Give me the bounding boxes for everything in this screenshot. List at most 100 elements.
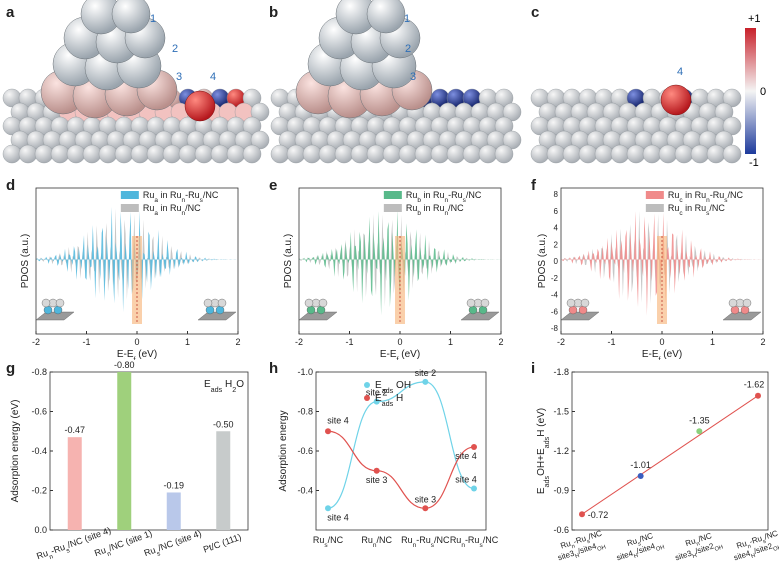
legend-swatch: [120, 191, 139, 199]
substrate-atom: [722, 116, 742, 136]
substrate-atom: [494, 88, 514, 108]
mini-atom: [580, 298, 590, 308]
colorbar: [745, 28, 756, 154]
y-axis-label: PDOS (a.u.): [283, 234, 294, 288]
substrate-atom: [350, 144, 370, 164]
mini-atom: [55, 298, 65, 308]
substrate-atom: [146, 144, 166, 164]
panel-label-a: a: [6, 4, 15, 21]
substrate-atom: [594, 144, 614, 164]
y-tick-label: -0.6: [553, 525, 569, 535]
substrate-atom: [250, 130, 270, 150]
legend-entry: Rua in Run-Rus/NC: [143, 190, 219, 204]
substrate-atom: [578, 144, 598, 164]
mini-atom: [728, 298, 738, 308]
legend-swatch: [120, 204, 139, 212]
x-tick-label: 2: [235, 337, 240, 347]
x-tick-label: 2: [498, 337, 503, 347]
y-tick-label: -0.8: [31, 367, 47, 377]
mini-atom: [43, 305, 53, 315]
substrate-atom: [242, 116, 262, 136]
legend-swatch: [645, 191, 664, 199]
y-tick-label: -8: [551, 324, 559, 333]
point-label: site 3: [415, 494, 437, 504]
y-tick-label: -1.2: [553, 446, 569, 456]
legend-marker: [364, 395, 370, 401]
mini-atom: [480, 298, 490, 308]
substrate-atom: [98, 144, 118, 164]
data-point: [637, 473, 644, 480]
point-label: site 4: [327, 415, 349, 425]
mini-atom: [473, 298, 483, 308]
substrate-atom: [334, 144, 354, 164]
y-tick-label: 8: [554, 190, 559, 199]
y-tick-label: -0.8: [297, 407, 313, 417]
data-point: [373, 467, 380, 474]
structure-row: 1 2 3 4 1 2 3 4 +1 0 -1: [2, 0, 766, 169]
x-tick-label: -1: [607, 337, 615, 347]
y-tick-label: 4: [554, 224, 559, 233]
substrate-atom: [162, 144, 182, 164]
substrate-atom: [502, 130, 522, 150]
y-axis-label: EadsOH+EadsH (eV): [536, 408, 551, 494]
y-tick-label: -6: [551, 307, 559, 316]
y-tick-label: 2: [554, 240, 559, 249]
x-axis-label: E-Ef (eV): [117, 349, 157, 360]
scatter-chart-i: -1.8 -1.5 -1.2 -0.9 -0.6 EadsOH+EadsH (eV) -0.…: [536, 367, 779, 565]
y-tick-label: 0.0: [34, 525, 47, 535]
data-point: [579, 511, 585, 518]
category-sublabel: site3H/site4OH: [557, 539, 607, 565]
site-label: 2: [172, 43, 178, 55]
legend-swatch: [383, 204, 402, 212]
category-label: Run-Rus/NC: [735, 529, 779, 554]
site-labels: 1 2 3 4 1 2 3 4: [150, 13, 683, 83]
ru-atom: [366, 0, 406, 34]
substrate-atom: [462, 144, 482, 164]
data-point: [325, 428, 331, 435]
y-axis-label: PDOS (a.u.): [537, 234, 548, 288]
substrate-atom: [250, 102, 270, 122]
y-tick-label: 6: [554, 207, 559, 216]
data-point: [373, 398, 380, 405]
y-tick-label: -1.0: [297, 367, 313, 377]
site-label: 4: [677, 66, 683, 78]
pdos-panel-e: -2 -1 0 1 2 E-Ef (eV) PDOS (a.u.) Rub in Run-Ru…: [283, 187, 504, 360]
substrate-atom: [382, 144, 402, 164]
x-tick-label: 2: [760, 337, 765, 347]
colorbar-max: +1: [748, 13, 761, 25]
legend-marker: [364, 382, 370, 388]
substrate-atom: [430, 144, 450, 164]
data-point: [696, 428, 703, 435]
substrate-atom: [82, 144, 102, 164]
y-axis-label: Adsorption energy (eV): [10, 400, 21, 503]
category-label: Run-Rus/NC: [559, 529, 604, 554]
bar: [216, 431, 231, 530]
substrate-atom: [34, 144, 54, 164]
substrate-atom: [286, 144, 306, 164]
x-tick-label: 0: [397, 337, 402, 347]
point-label: site 4: [455, 451, 477, 461]
x-tick-label: -2: [557, 337, 565, 347]
legend-entry: Rua in Run/NC: [143, 203, 201, 217]
point-label: site 2: [415, 368, 437, 378]
category-label: Run-Rus/NC: [401, 535, 450, 549]
legend-entry: Rub in Run/NC: [406, 203, 464, 217]
data-point: [471, 485, 477, 492]
substrate-atom: [502, 102, 522, 122]
y-tick-label: -0.2: [31, 486, 47, 496]
x-tick-label: 0: [659, 337, 664, 347]
fit-line: [581, 395, 759, 515]
x-tick-label: -1: [345, 337, 353, 347]
substrate-atom: [366, 144, 386, 164]
panel-label-d: d: [6, 177, 16, 194]
y-tick-label: -1.5: [553, 407, 569, 417]
y-tick-label: -0.4: [297, 486, 313, 496]
energy-row: 0.0 -0.2 -0.4 -0.6 -0.8 Adsorption energy (eV…: [10, 360, 779, 565]
category-label: Run/NC: [361, 535, 392, 549]
substrate-atom: [130, 144, 150, 164]
substrate-atom: [302, 144, 322, 164]
substrate-atom: [66, 144, 86, 164]
substrate-atom: [270, 144, 290, 164]
category-label: Run/NC: [684, 531, 714, 551]
x-tick-label: -1: [82, 337, 90, 347]
